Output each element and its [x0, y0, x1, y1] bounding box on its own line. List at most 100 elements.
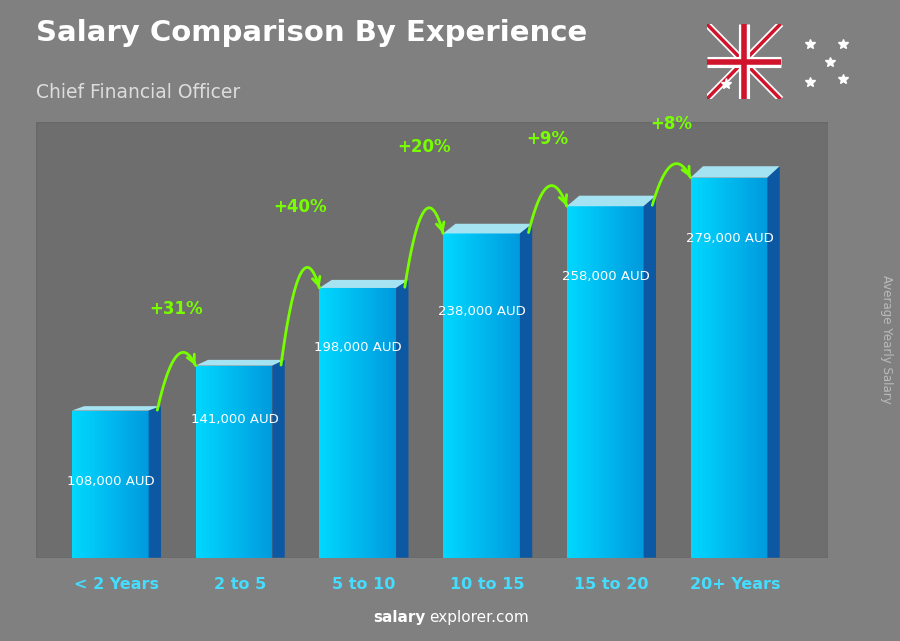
Bar — [228, 365, 229, 558]
Bar — [463, 233, 464, 558]
Bar — [325, 288, 326, 558]
Bar — [715, 178, 716, 558]
Bar — [707, 178, 708, 558]
Bar — [581, 206, 582, 558]
Bar — [216, 365, 218, 558]
Bar — [443, 233, 445, 558]
Bar — [218, 365, 219, 558]
Bar — [588, 206, 589, 558]
Bar — [570, 206, 571, 558]
Polygon shape — [644, 196, 656, 558]
Bar — [750, 178, 751, 558]
Bar — [766, 178, 768, 558]
Bar — [585, 206, 586, 558]
Bar — [716, 178, 717, 558]
Bar — [85, 410, 86, 558]
Bar — [102, 410, 103, 558]
Bar — [356, 288, 358, 558]
Bar — [594, 206, 595, 558]
Polygon shape — [396, 280, 409, 558]
Bar — [249, 365, 250, 558]
Bar — [737, 178, 738, 558]
Bar — [267, 365, 268, 558]
Bar — [487, 233, 488, 558]
Bar — [109, 410, 110, 558]
Bar — [447, 233, 448, 558]
Bar — [466, 233, 467, 558]
Bar — [146, 410, 148, 558]
Bar — [702, 178, 704, 558]
Bar — [637, 206, 638, 558]
Bar — [704, 178, 705, 558]
Bar — [108, 410, 109, 558]
Bar — [140, 410, 141, 558]
Text: Salary Comparison By Experience: Salary Comparison By Experience — [36, 19, 587, 47]
Text: +31%: +31% — [149, 300, 203, 318]
Bar — [126, 410, 127, 558]
Bar — [347, 288, 349, 558]
Bar — [374, 288, 375, 558]
Bar — [211, 365, 212, 558]
Bar — [323, 288, 325, 558]
Bar — [628, 206, 629, 558]
Bar — [262, 365, 264, 558]
Bar — [392, 288, 393, 558]
Bar — [583, 206, 585, 558]
Bar — [507, 233, 508, 558]
Bar — [632, 206, 634, 558]
Bar — [613, 206, 614, 558]
Bar — [354, 288, 356, 558]
Bar — [103, 410, 104, 558]
Bar — [454, 233, 456, 558]
Bar — [589, 206, 590, 558]
Bar — [738, 178, 739, 558]
Bar — [72, 410, 73, 558]
Bar — [265, 365, 266, 558]
Bar — [708, 178, 710, 558]
Bar — [754, 178, 756, 558]
Bar — [377, 288, 378, 558]
Bar — [143, 410, 145, 558]
Bar — [346, 288, 347, 558]
Text: +9%: +9% — [526, 129, 569, 147]
Bar — [516, 233, 517, 558]
Bar — [114, 410, 115, 558]
Bar — [734, 178, 735, 558]
Text: Chief Financial Officer: Chief Financial Officer — [36, 83, 240, 103]
Bar — [391, 288, 392, 558]
Bar — [335, 288, 336, 558]
Bar — [118, 410, 119, 558]
Bar — [329, 288, 331, 558]
Bar — [478, 233, 479, 558]
Bar — [497, 233, 498, 558]
Bar — [197, 365, 198, 558]
Bar — [607, 206, 608, 558]
Text: 10 to 15: 10 to 15 — [450, 577, 525, 592]
Bar — [636, 206, 637, 558]
Bar — [464, 233, 465, 558]
Text: 15 to 20: 15 to 20 — [574, 577, 649, 592]
Bar — [390, 288, 391, 558]
Bar — [605, 206, 607, 558]
Bar — [456, 233, 457, 558]
Bar — [690, 178, 692, 558]
Bar — [616, 206, 618, 558]
Bar — [696, 178, 697, 558]
Bar — [752, 178, 753, 558]
Bar — [710, 178, 711, 558]
Bar — [104, 410, 105, 558]
Bar — [132, 410, 133, 558]
Bar — [586, 206, 588, 558]
Bar — [721, 178, 723, 558]
Bar — [231, 365, 233, 558]
Bar — [219, 365, 220, 558]
Bar — [514, 233, 515, 558]
Bar — [609, 206, 610, 558]
Bar — [485, 233, 487, 558]
Bar — [243, 365, 244, 558]
Bar — [717, 178, 719, 558]
Bar — [112, 410, 114, 558]
Bar — [363, 288, 365, 558]
Bar — [73, 410, 75, 558]
Text: 5 to 10: 5 to 10 — [332, 577, 396, 592]
